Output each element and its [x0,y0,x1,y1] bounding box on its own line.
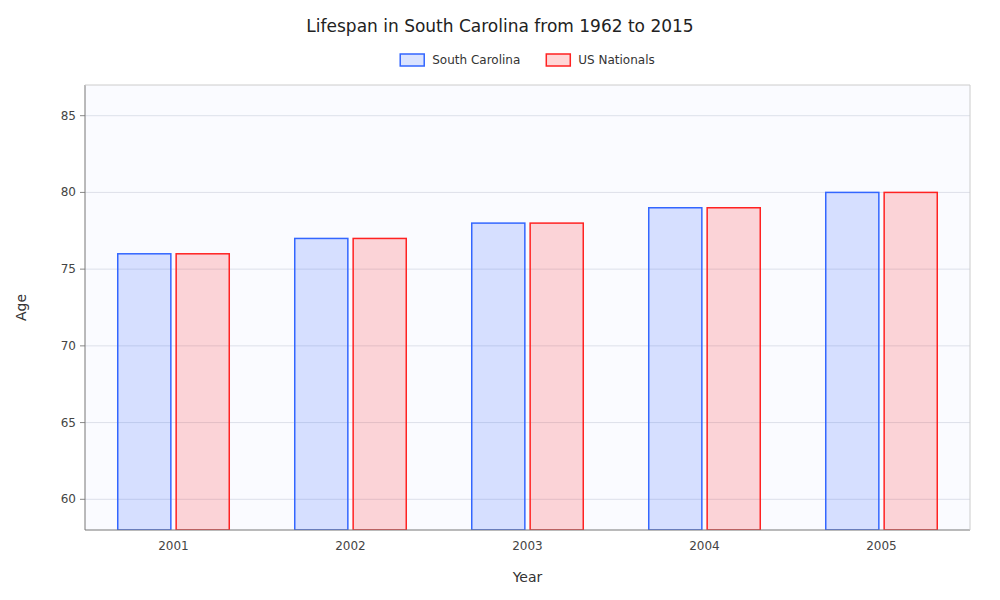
y-tick-label: 85 [61,109,76,123]
frame-right [970,85,971,530]
x-axis-line [85,530,970,531]
x-tick-label: 2001 [158,539,189,553]
x-tick-label: 2002 [335,539,366,553]
chart: 60 65 70 75 80 85 2001 2002 2003 2004 2005 Year Age L… [0,0,1000,600]
bar [472,223,525,530]
y-tick [80,345,85,346]
title: Lifespan in South Carolina from 1962 to … [306,16,693,36]
x-tick-label: 2004 [689,539,720,553]
y-tick-label: 65 [61,416,76,430]
y-axis-label: Age [13,294,29,321]
legend-label: US Nationals [578,53,654,67]
bar [353,238,406,530]
legend: South Carolina US Nationals [400,53,655,67]
y-tick [80,115,85,116]
x-tick-label: 2005 [866,539,897,553]
y-tick-label: 70 [61,339,76,353]
plot-area [85,85,970,530]
x-axis-label: Year [512,569,543,585]
y-tick-label: 60 [61,492,76,506]
legend-swatch [400,54,424,66]
bar [649,208,702,530]
bar [884,192,937,530]
legend-swatch [546,54,570,66]
chart-container: 60 65 70 75 80 85 2001 2002 2003 2004 2005 Year Age L… [0,0,1000,600]
y-tick [80,192,85,193]
y-tick [80,269,85,270]
bar [295,238,348,530]
frame-top [85,85,970,86]
y-tick-label: 75 [61,262,76,276]
bar [530,223,583,530]
bar [707,208,760,530]
bar [826,192,879,530]
y-tick [80,422,85,423]
grid-line [85,115,970,116]
bar [176,254,229,530]
x-tick-label: 2003 [512,539,543,553]
bars [118,192,938,530]
y-tick-label: 80 [61,185,76,199]
y-tick [80,499,85,500]
bar [118,254,171,530]
legend-label: South Carolina [432,53,520,67]
y-axis-line [85,85,86,530]
